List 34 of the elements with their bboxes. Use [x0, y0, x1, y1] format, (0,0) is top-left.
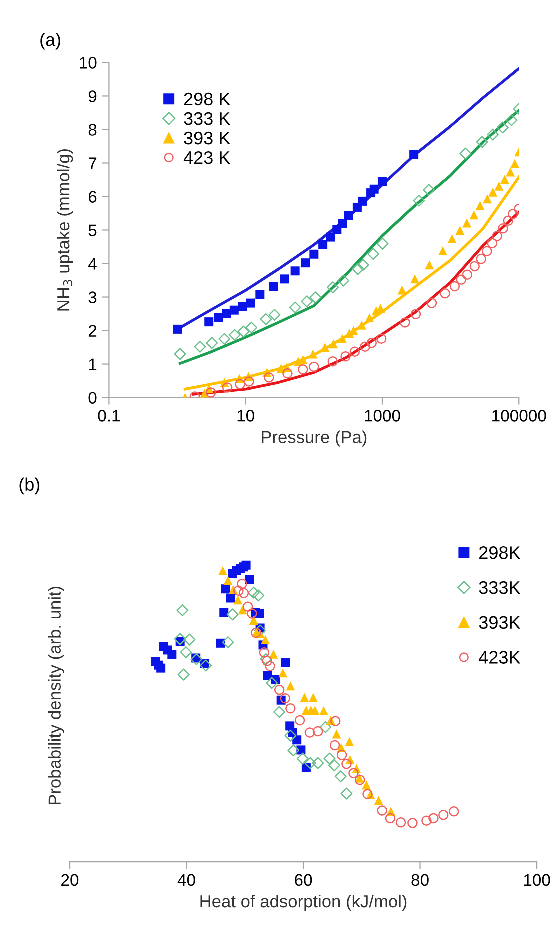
x-tick-label: 10 — [238, 410, 254, 422]
legend-label: 393K — [479, 616, 521, 630]
x-tick-label: 40 — [178, 874, 196, 886]
x-tick-label: 80 — [412, 874, 429, 886]
x-tick-label: 100000 — [492, 410, 546, 422]
x-tick-label: 100 — [524, 874, 550, 886]
y-tick-label: 0 — [88, 392, 97, 404]
y-tick-label: 6 — [88, 191, 97, 203]
x-tick-label: 20 — [62, 874, 79, 886]
y-axis-title: Probability density (arb. unit) — [48, 586, 64, 804]
chart-title: (b) — [20, 478, 40, 495]
y-tick-label: 9 — [88, 90, 97, 102]
y-tick-label: 5 — [88, 224, 97, 236]
x-axis-title: Heat of adsorption (kJ/mol) — [200, 894, 407, 912]
y-tick-label: 2 — [88, 325, 97, 337]
legend-label: 423K — [479, 651, 521, 664]
y-axis-title: NH$_{3}$ uptake (mmol/g) — [56, 149, 74, 311]
y-tick-label: 10 — [80, 57, 97, 69]
chart-title: (a) — [40, 32, 60, 50]
y-tick-label: 8 — [88, 124, 97, 136]
x-tick-label: 60 — [295, 874, 312, 886]
x-axis-title: Pressure (Pa) — [262, 430, 367, 447]
y-tick-label: 4 — [88, 258, 97, 270]
x-tick-label: 1000 — [365, 410, 400, 422]
legend-label: 423 K — [184, 151, 231, 164]
legend-label: 298 K — [184, 92, 231, 106]
legend-label: 393 K — [184, 132, 231, 145]
x-tick-label: 0.1 — [98, 410, 120, 422]
y-tick-label: 7 — [88, 158, 97, 170]
y-tick-label: 3 — [88, 292, 97, 304]
legend-label: 333 K — [184, 112, 231, 126]
legend-label: 298K — [480, 546, 521, 560]
y-tick-label: 1 — [89, 358, 97, 370]
legend-label: 333K — [479, 581, 521, 594]
